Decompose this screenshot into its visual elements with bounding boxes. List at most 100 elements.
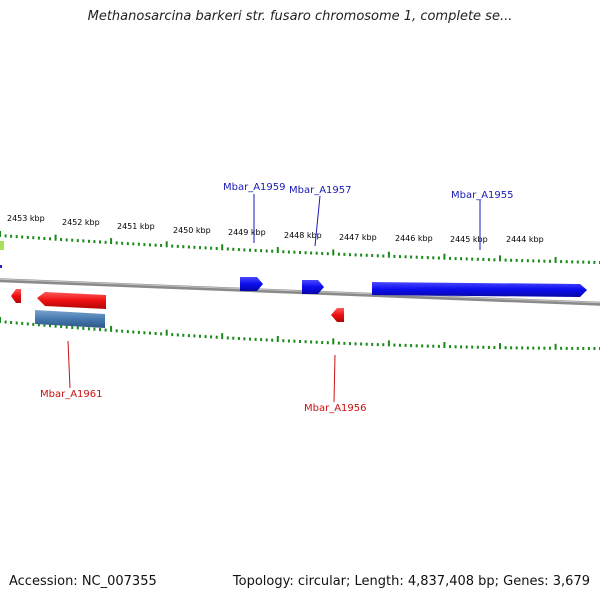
minor-tick — [37, 236, 40, 240]
minor-tick — [43, 323, 46, 327]
minor-tick — [210, 246, 213, 250]
minor-tick — [482, 257, 485, 261]
minor-tick — [560, 346, 563, 350]
minor-tick — [121, 241, 124, 245]
minor-tick — [426, 344, 429, 348]
minor-tick — [49, 237, 51, 241]
chromosome-backbone — [0, 278, 600, 306]
accession-text: Accession: NC_007355 — [9, 574, 157, 589]
minor-tick — [510, 258, 513, 262]
minor-tick — [437, 344, 440, 348]
minor-tick — [521, 346, 524, 350]
minor-tick — [237, 248, 240, 252]
minor-tick — [287, 250, 290, 254]
tick-label: 2452 kbp — [62, 218, 100, 227]
minor-tick — [76, 326, 79, 330]
edge-feature-marker — [0, 241, 4, 250]
minor-tick — [154, 243, 157, 247]
minor-tick — [15, 321, 18, 325]
minor-tick — [493, 346, 496, 349]
minor-tick — [137, 330, 140, 334]
minor-tick — [343, 252, 346, 256]
minor-tick — [487, 258, 490, 262]
minor-tick — [532, 259, 535, 263]
gene-feature-reverse[interactable] — [11, 289, 21, 303]
minor-tick — [565, 260, 568, 264]
major-tick — [443, 342, 446, 348]
minor-tick — [204, 335, 207, 339]
minor-tick — [243, 337, 246, 341]
minor-tick — [271, 338, 274, 342]
major-tick — [221, 333, 224, 340]
minor-tick — [32, 236, 35, 240]
major-tick — [332, 249, 335, 256]
minor-tick — [10, 234, 13, 238]
minor-tick — [365, 253, 368, 257]
major-tick — [165, 329, 168, 336]
gene-feature-forward[interactable] — [240, 277, 263, 291]
minor-tick — [315, 340, 318, 344]
gene-feature-forward[interactable] — [302, 280, 324, 294]
minor-tick — [410, 255, 413, 259]
minor-tick — [576, 260, 579, 264]
tick-label: 2449 kbp — [228, 228, 266, 237]
minor-tick — [60, 238, 63, 241]
minor-tick — [526, 259, 529, 263]
minor-tick — [293, 339, 296, 343]
tick-labels: 2453 kbp 2452 kbp 2451 kbp 2450 kbp 2449… — [7, 214, 544, 244]
minor-tick — [65, 325, 68, 329]
minor-tick — [537, 346, 540, 350]
minor-tick — [304, 340, 307, 344]
tick-label: 2451 kbp — [117, 222, 155, 231]
minor-tick — [432, 256, 435, 260]
rna-feature[interactable] — [35, 310, 105, 328]
gene-feature-reverse[interactable] — [331, 308, 344, 322]
minor-tick — [287, 339, 290, 343]
minor-tick — [82, 326, 85, 330]
tick-label: 2450 kbp — [173, 226, 211, 235]
gene-feature-reverse[interactable] — [37, 292, 106, 309]
gene-label-forward[interactable]: Mbar_A1959 — [223, 182, 286, 193]
minor-tick — [543, 346, 546, 350]
major-tick — [387, 340, 390, 347]
gene-label-reverse[interactable]: Mbar_A1961 — [40, 389, 103, 400]
minor-tick — [171, 244, 174, 248]
minor-tick — [404, 255, 407, 259]
minor-tick — [132, 242, 135, 246]
minor-tick — [326, 341, 329, 345]
minor-tick — [382, 343, 385, 347]
minor-tick — [26, 322, 29, 326]
minor-tick — [87, 239, 90, 243]
minor-tick — [321, 341, 324, 344]
major-tick — [499, 343, 501, 350]
minor-tick — [571, 260, 574, 264]
minor-tick — [560, 260, 563, 264]
minor-tick — [349, 342, 351, 346]
minor-tick — [260, 338, 263, 342]
gene-label-forward[interactable]: Mbar_A1955 — [451, 190, 514, 201]
minor-tick — [310, 340, 313, 344]
gene-label-reverse[interactable]: Mbar_A1956 — [304, 403, 367, 414]
minor-tick — [454, 257, 457, 261]
minor-tick — [215, 335, 218, 339]
minor-tick — [226, 247, 229, 251]
minor-tick — [154, 332, 157, 335]
minor-tick — [460, 257, 463, 261]
minor-tick — [243, 248, 246, 252]
minor-tick — [199, 334, 201, 338]
minor-tick — [582, 260, 585, 264]
minor-tick — [471, 257, 474, 261]
minor-tick — [493, 258, 496, 262]
minor-tick — [93, 240, 96, 244]
minor-tick — [193, 334, 196, 338]
minor-tick — [4, 234, 7, 238]
gene-label-forward[interactable]: Mbar_A1957 — [289, 185, 352, 196]
minor-tick — [93, 327, 96, 331]
minor-tick — [126, 242, 129, 246]
minor-tick — [343, 341, 346, 345]
minor-tick — [587, 260, 590, 264]
gene-feature-forward[interactable] — [372, 282, 587, 297]
outer-tick-ring — [0, 231, 600, 264]
minor-tick — [304, 251, 307, 255]
